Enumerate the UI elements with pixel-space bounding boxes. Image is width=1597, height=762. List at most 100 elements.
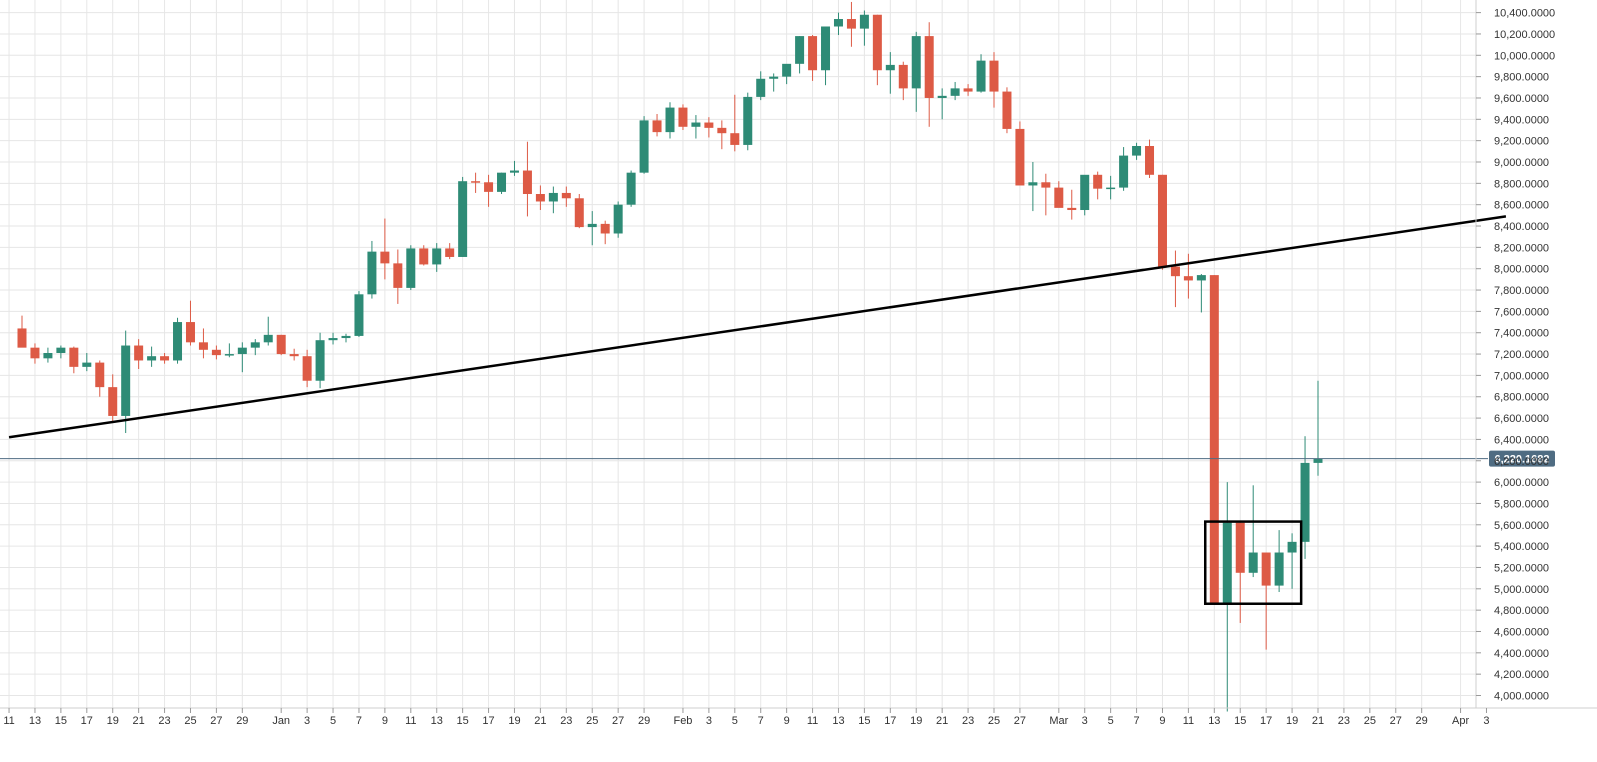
x-tick-label: 5	[732, 715, 738, 727]
candle-body	[535, 194, 545, 202]
candle-body	[250, 342, 260, 348]
candle-body	[147, 356, 157, 361]
x-tick-label: 9	[1159, 715, 1165, 727]
candle-body	[1222, 522, 1232, 605]
candle-body	[237, 347, 247, 355]
y-tick-label: 9,400.0000	[1494, 114, 1549, 126]
candle-body	[652, 120, 662, 133]
candle-body	[587, 223, 597, 228]
candle-body	[1235, 522, 1245, 573]
x-tick-label: 19	[1286, 715, 1298, 727]
x-tick-label: 3	[1483, 715, 1489, 727]
candle-body	[69, 347, 79, 367]
current-price-label: 6,220.1682	[1494, 454, 1549, 466]
x-tick-label: 9	[784, 715, 790, 727]
candle-body	[639, 120, 649, 173]
candle-body	[821, 26, 831, 71]
candle-body	[198, 342, 208, 350]
x-tick-label: 29	[236, 715, 248, 727]
candle-body	[1054, 187, 1064, 208]
candle-body	[1196, 275, 1206, 281]
range-box	[1203, 520, 1303, 605]
candle-body	[846, 19, 856, 29]
candle-body	[1067, 207, 1077, 211]
x-tick-label: 23	[962, 715, 974, 727]
candle-body	[224, 354, 234, 356]
x-tick-label: 21	[534, 715, 546, 727]
y-tick-label: 6,200.0000	[1494, 456, 1549, 468]
candle-body	[613, 204, 623, 234]
y-tick-label: 9,200.0000	[1494, 136, 1549, 148]
candle-body	[1209, 275, 1219, 605]
x-tick-label: 11	[405, 715, 416, 727]
candle-body	[548, 192, 558, 202]
x-tick-label: 5	[1108, 715, 1114, 727]
candle-body	[1170, 266, 1180, 277]
candle-body	[885, 64, 895, 71]
candle-body	[121, 345, 131, 416]
x-tick-label: 15	[1234, 715, 1246, 727]
x-tick-label: 25	[184, 715, 196, 727]
candle-body	[665, 107, 675, 133]
candle-body	[393, 263, 403, 288]
y-tick-label: 5,200.0000	[1494, 562, 1549, 574]
candle-body	[963, 88, 973, 92]
x-tick-label: Jan	[272, 715, 290, 727]
candle-body	[328, 338, 338, 341]
y-tick-label: 8,200.0000	[1494, 242, 1549, 254]
x-tick-label: 23	[560, 715, 572, 727]
x-tick-label: 21	[936, 715, 948, 727]
candle-body	[484, 182, 494, 192]
candle-body	[756, 78, 766, 97]
candle-body	[419, 248, 429, 265]
candles	[17, 1, 1323, 712]
y-tick-label: 8,000.0000	[1494, 264, 1549, 276]
candle-body	[1145, 145, 1155, 175]
candle-body	[1300, 462, 1310, 542]
y-tick-label: 7,800.0000	[1494, 285, 1549, 297]
x-tick-label: 25	[988, 715, 1000, 727]
candle-body	[185, 322, 195, 343]
x-tick-label: 11	[1183, 715, 1194, 727]
candle-body	[1106, 187, 1116, 190]
x-tick-label: 13	[431, 715, 443, 727]
candle-body	[1313, 458, 1323, 463]
x-tick-label: 15	[858, 715, 870, 727]
y-tick-label: 4,400.0000	[1494, 648, 1549, 660]
candle-body	[380, 251, 390, 264]
x-tick-label: 5	[330, 715, 336, 727]
candle-body	[458, 181, 468, 257]
candle-body	[445, 248, 455, 257]
y-tick-label: 5,000.0000	[1494, 584, 1549, 596]
x-tick-label: 3	[1082, 715, 1088, 727]
candle-body	[82, 362, 92, 367]
x-tick-label: 11	[807, 715, 818, 727]
candle-body	[1015, 128, 1025, 186]
x-tick-label: 17	[482, 715, 494, 727]
candle-body	[1119, 155, 1129, 188]
x-tick-label: 23	[158, 715, 170, 727]
x-tick-label: 29	[638, 715, 650, 727]
candle-body	[989, 60, 999, 92]
x-tick-label: 25	[586, 715, 598, 727]
y-tick-label: 10,200.0000	[1494, 29, 1555, 41]
x-tick-label: 11	[3, 715, 14, 727]
y-tick-label: 5,400.0000	[1494, 541, 1549, 553]
candle-body	[950, 88, 960, 96]
x-tick-label: 19	[107, 715, 119, 727]
x-tick-label: Mar	[1049, 715, 1068, 727]
candle-body	[1274, 552, 1284, 586]
candle-body	[704, 122, 714, 128]
x-tick-label: 13	[1208, 715, 1220, 727]
candle-body	[406, 248, 416, 288]
candle-body	[1157, 174, 1167, 267]
x-tick-label: 9	[382, 715, 388, 727]
candle-body	[730, 133, 740, 145]
candle-body	[782, 63, 792, 77]
candle-body	[354, 294, 364, 336]
x-tick-label: 23	[1338, 715, 1350, 727]
candle-body	[134, 345, 144, 361]
x-tick-label: 29	[1416, 715, 1428, 727]
x-tick-label: 17	[1260, 715, 1272, 727]
candle-body	[678, 107, 688, 127]
